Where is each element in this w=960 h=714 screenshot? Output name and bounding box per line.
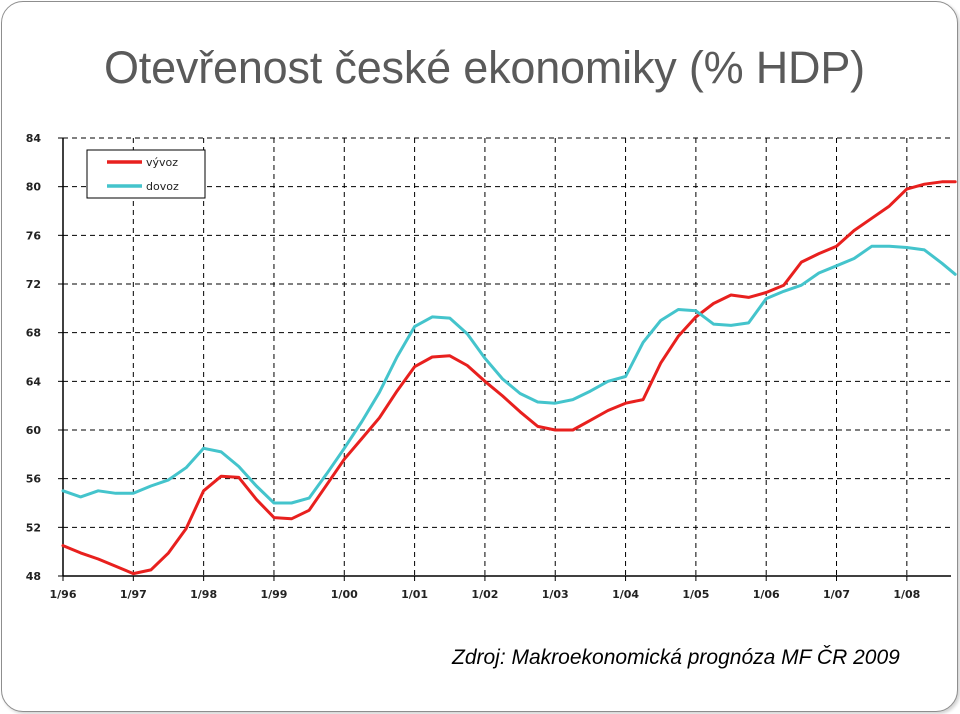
y-tick-label: 72 <box>26 278 41 291</box>
x-tick-label: 1/98 <box>190 588 217 601</box>
x-tick-label: 1/07 <box>823 588 850 601</box>
x-tick-label: 1/03 <box>542 588 569 601</box>
series-lines <box>61 180 957 576</box>
series-line-vyvoz <box>61 180 957 576</box>
y-tick-label: 60 <box>26 424 42 437</box>
chart-axes <box>58 137 951 581</box>
x-axis-tick-labels: 1/96 1/97 1/98 1/99 1/00 1/01 1/02 1/03 1/04 1/05… <box>50 588 921 601</box>
y-tick-label: 76 <box>26 229 42 242</box>
y-tick-label: 68 <box>26 327 41 340</box>
y-tick-label: 64 <box>26 375 42 388</box>
source-note: Zdroj: Makroekonomická prognóza MF ČR 20… <box>452 646 900 669</box>
chart-grid <box>63 137 951 576</box>
x-tick-label: 1/05 <box>682 588 709 601</box>
x-tick-label: 1/08 <box>893 588 920 601</box>
legend-box <box>86 149 206 199</box>
y-tick-label: 48 <box>26 570 41 583</box>
legend-label: dovoz <box>146 180 179 193</box>
x-tick-label: 1/96 <box>50 588 77 601</box>
slide-title: Otevřenost české ekonomiky (% HDP) <box>104 42 865 93</box>
series-line-dovoz <box>61 244 957 505</box>
x-tick-label: 1/99 <box>260 588 287 601</box>
chart-legend: vývoz dovoz <box>86 149 206 199</box>
y-tick-label: 56 <box>26 473 42 486</box>
x-tick-label: 1/02 <box>471 588 498 601</box>
x-tick-label: 1/01 <box>401 588 428 601</box>
x-tick-label: 1/00 <box>331 588 358 601</box>
y-axis-tick-labels: 48 52 56 60 64 68 72 76 80 84 <box>26 132 42 583</box>
y-tick-label: 84 <box>26 132 42 145</box>
legend-label: vývoz <box>146 156 178 169</box>
x-tick-label: 1/06 <box>753 588 780 601</box>
x-tick-label: 1/97 <box>120 588 147 601</box>
x-tick-label: 1/04 <box>612 588 639 601</box>
y-tick-label: 52 <box>26 521 41 534</box>
y-tick-label: 80 <box>26 181 42 194</box>
